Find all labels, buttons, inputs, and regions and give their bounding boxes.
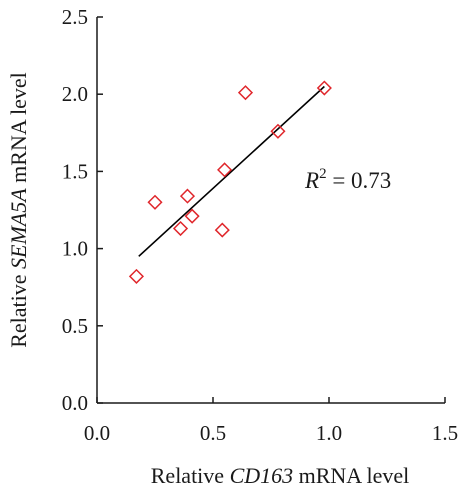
- y-axis-title: Relative SEMA5A mRNA level: [6, 72, 31, 348]
- y-tick-label: 0.5: [62, 314, 88, 338]
- r-squared-annotation: R2 = 0.73: [304, 166, 391, 193]
- y-axis-ticks: 0.0 0.5 1.0 1.5 2.0 2.5: [62, 5, 103, 415]
- r-squared-label: R: [304, 168, 319, 193]
- y-tick-label: 2.0: [62, 82, 88, 106]
- data-point: [217, 162, 233, 178]
- data-point: [147, 194, 163, 210]
- x-axis-title-gene: CD163: [230, 463, 294, 488]
- x-axis-title: Relative CD163 mRNA level: [151, 463, 409, 488]
- x-tick-label: 1.5: [432, 421, 458, 445]
- y-axis-title-prefix: Relative: [6, 269, 31, 348]
- r-squared-value: = 0.73: [327, 168, 392, 193]
- x-tick-label: 0.5: [200, 421, 226, 445]
- x-axis-title-prefix: Relative: [151, 463, 230, 488]
- data-point: [214, 222, 230, 238]
- y-axis-title-gene: SEMA5A: [6, 188, 31, 269]
- x-axis-ticks: 0.0 0.5 1.0 1.5: [84, 397, 458, 445]
- trend-line: [138, 85, 325, 257]
- x-axis-title-suffix: mRNA level: [293, 463, 409, 488]
- data-point: [172, 220, 189, 237]
- x-tick-label: 0.0: [84, 421, 110, 445]
- y-tick-label: 1.0: [62, 237, 88, 261]
- data-points: [128, 80, 332, 284]
- data-point: [237, 85, 254, 101]
- data-point: [316, 80, 332, 96]
- y-axis-title-suffix: mRNA level: [6, 72, 31, 188]
- y-tick-label: 2.5: [62, 5, 88, 29]
- data-point: [128, 268, 145, 284]
- data-point: [179, 188, 196, 204]
- data-point: [184, 208, 200, 224]
- x-tick-label: 1.0: [316, 421, 342, 445]
- y-tick-label: 1.5: [62, 159, 88, 183]
- y-tick-label: 0.0: [62, 391, 88, 415]
- r-squared-exponent: 2: [319, 166, 327, 182]
- data-point: [270, 123, 286, 139]
